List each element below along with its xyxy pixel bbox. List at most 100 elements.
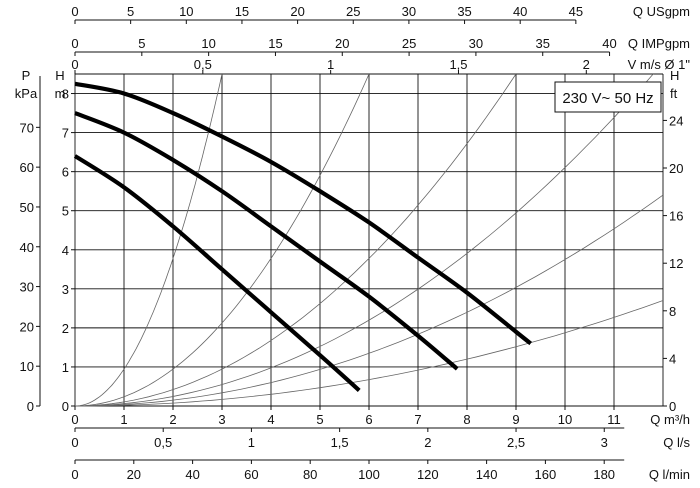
pump-curve-2 — [74, 111, 459, 371]
kpa-tick-label: 30 — [20, 280, 34, 295]
top-tick-label: 40 — [602, 36, 616, 51]
top-tick-label: 0,5 — [194, 57, 212, 72]
system-curve-4 — [74, 73, 654, 407]
top-tick-label: 40 — [513, 4, 527, 19]
h-tick-label: 7 — [62, 126, 69, 141]
bottom-tick-label: 2,5 — [507, 435, 525, 450]
h-axis-unit: m — [55, 86, 66, 101]
h-tick-label: 8 — [62, 87, 69, 102]
bottom-tick-label: 3 — [601, 435, 608, 450]
annotation-box: 230 V~ 50 Hz — [554, 81, 662, 113]
bottom-tick-label: 80 — [303, 467, 317, 482]
bottom-tick-label: 20 — [127, 467, 141, 482]
kpa-tick-label: 50 — [20, 200, 34, 215]
right-axes: 0 4 8 12 16 20 24 Hft — [663, 68, 683, 414]
x-tick-label: 9 — [512, 412, 519, 427]
ft-tick-label: 0 — [669, 399, 676, 414]
top-tick-label: 20 — [335, 36, 349, 51]
h-tick-label: 5 — [62, 204, 69, 219]
top-tick-label: 30 — [402, 4, 416, 19]
ft-tick-label: 24 — [669, 113, 683, 128]
bottom-tick-label: 1 — [248, 435, 255, 450]
system-curves — [74, 73, 664, 407]
ft-axis-unit: ft — [670, 86, 678, 101]
bottom-tick-label: 100 — [358, 467, 380, 482]
x-tick-label: 11 — [607, 412, 621, 427]
top-tick-label: 30 — [469, 36, 483, 51]
x-tick-label: 5 — [316, 412, 323, 427]
ft-tick-label: 4 — [669, 351, 676, 366]
top-tick-label: 10 — [179, 4, 193, 19]
pump-curve-3 — [74, 81, 533, 346]
top-tick-label: 45 — [569, 4, 583, 19]
bottom-tick-label: 40 — [185, 467, 199, 482]
bottom-tick-label: 1,5 — [331, 435, 349, 450]
annotation-text: 230 V~ 50 Hz — [562, 90, 653, 107]
h-tick-label: 3 — [62, 282, 69, 297]
x-tick-label: 6 — [365, 412, 372, 427]
top-tick-label: 0 — [71, 4, 78, 19]
pump-curve-1 — [73, 154, 361, 392]
top-tick-label: 35 — [457, 4, 471, 19]
top-tick-label: 25 — [402, 36, 416, 51]
top-tick-label: 1,5 — [449, 57, 467, 72]
x-tick-label: 1 — [120, 412, 127, 427]
system-curve-2 — [74, 73, 370, 407]
h-tick-label: 1 — [62, 360, 69, 375]
kpa-tick-label: 40 — [20, 240, 34, 255]
bottom-axis-title: Q l/min — [649, 467, 690, 482]
kpa-axis-unit: kPa — [15, 86, 38, 101]
top-axis-title: Q USgpm — [633, 4, 690, 19]
system-curve-5 — [74, 194, 664, 407]
annotation-frame — [554, 81, 662, 113]
h-axis-title: H — [55, 68, 64, 83]
top-tick-label: 35 — [535, 36, 549, 51]
top-tick-label: 15 — [268, 36, 282, 51]
bottom-axes: 0 1 2 3 4 5 6 7 8 9 10 11 Q m³/h 0 0,5 1 1,5 2 2,5 3 Q l/s 0 2… — [71, 406, 690, 482]
bottom-tick-label: 0 — [71, 467, 78, 482]
x-axis-title: Q m³/h — [650, 412, 690, 427]
system-curve-3 — [74, 73, 517, 407]
ft-tick-label: 16 — [669, 209, 683, 224]
bottom-tick-label: 60 — [244, 467, 258, 482]
top-axis-title: Q IMPgpm — [628, 36, 690, 51]
top-tick-label: 0 — [71, 36, 78, 51]
x-tick-label: 2 — [169, 412, 176, 427]
top-tick-label: 25 — [346, 4, 360, 19]
x-tick-label: 7 — [414, 412, 421, 427]
ft-tick-label: 20 — [669, 161, 683, 176]
kpa-tick-label: 0 — [27, 399, 34, 414]
top-axis-title: V m/s Ø 1" — [628, 57, 691, 72]
h-tick-label: 4 — [62, 243, 69, 258]
top-tick-label: 2 — [583, 57, 590, 72]
bottom-tick-label: 160 — [535, 467, 557, 482]
top-tick-label: 0 — [71, 57, 78, 72]
bottom-tick-label: 0,5 — [154, 435, 172, 450]
gridlines — [74, 73, 664, 407]
ft-axis-title: H — [670, 68, 679, 83]
bottom-axis-title: Q l/s — [663, 435, 690, 450]
pump-curves — [73, 81, 533, 392]
bottom-tick-label: 2 — [424, 435, 431, 450]
h-tick-label: 2 — [62, 321, 69, 336]
top-tick-label: 5 — [127, 4, 134, 19]
h-tick-label: 6 — [62, 165, 69, 180]
kpa-tick-label: 20 — [20, 319, 34, 334]
ft-tick-label: 8 — [669, 304, 676, 319]
top-tick-label: 10 — [201, 36, 215, 51]
top-tick-label: 15 — [235, 4, 249, 19]
x-tick-label: 8 — [463, 412, 470, 427]
kpa-axis-title: P — [22, 68, 31, 83]
x-tick-label: 0 — [71, 412, 78, 427]
bottom-tick-label: 0 — [71, 435, 78, 450]
kpa-tick-label: 60 — [20, 160, 34, 175]
plot-area — [73, 73, 664, 407]
system-curve-6 — [75, 300, 664, 407]
kpa-tick-label: 70 — [20, 120, 34, 135]
h-tick-label: 0 — [62, 399, 69, 414]
bottom-tick-label: 120 — [417, 467, 439, 482]
x-tick-label: 3 — [218, 412, 225, 427]
bottom-tick-label: 140 — [476, 467, 498, 482]
